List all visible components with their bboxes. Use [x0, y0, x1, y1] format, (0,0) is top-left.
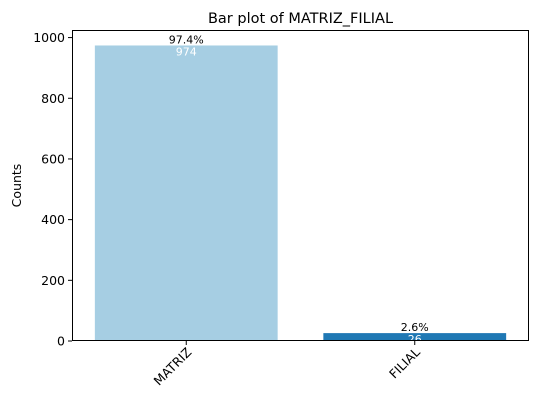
bar-matriz: [94, 45, 278, 341]
x-tick-label: FILIAL: [386, 344, 423, 381]
y-tick-label: 1000: [33, 30, 65, 45]
y-axis-label: Counts: [9, 164, 24, 208]
percent-label: 97.4%: [169, 33, 204, 46]
y-tick-label: 400: [41, 212, 65, 227]
y-tick-label: 600: [41, 151, 65, 166]
plot-frame: [72, 30, 529, 341]
x-axis-ticks: MATRIZ FILIAL: [151, 341, 423, 388]
count-label: 26: [408, 333, 422, 346]
y-tick-label: 0: [57, 334, 65, 349]
x-tick-label: MATRIZ: [151, 345, 195, 389]
y-tick-label: 200: [41, 273, 65, 288]
count-label: 974: [176, 45, 197, 58]
y-axis-ticks: 0 200 400 600 800 1000: [33, 30, 72, 349]
y-tick-label: 800: [41, 91, 65, 106]
chart-title: Bar plot of MATRIZ_FILIAL: [208, 11, 393, 27]
bars-group: 97.4%974 2.6%26: [94, 33, 507, 346]
bar-filial: [323, 333, 507, 341]
percent-label: 2.6%: [401, 321, 429, 334]
